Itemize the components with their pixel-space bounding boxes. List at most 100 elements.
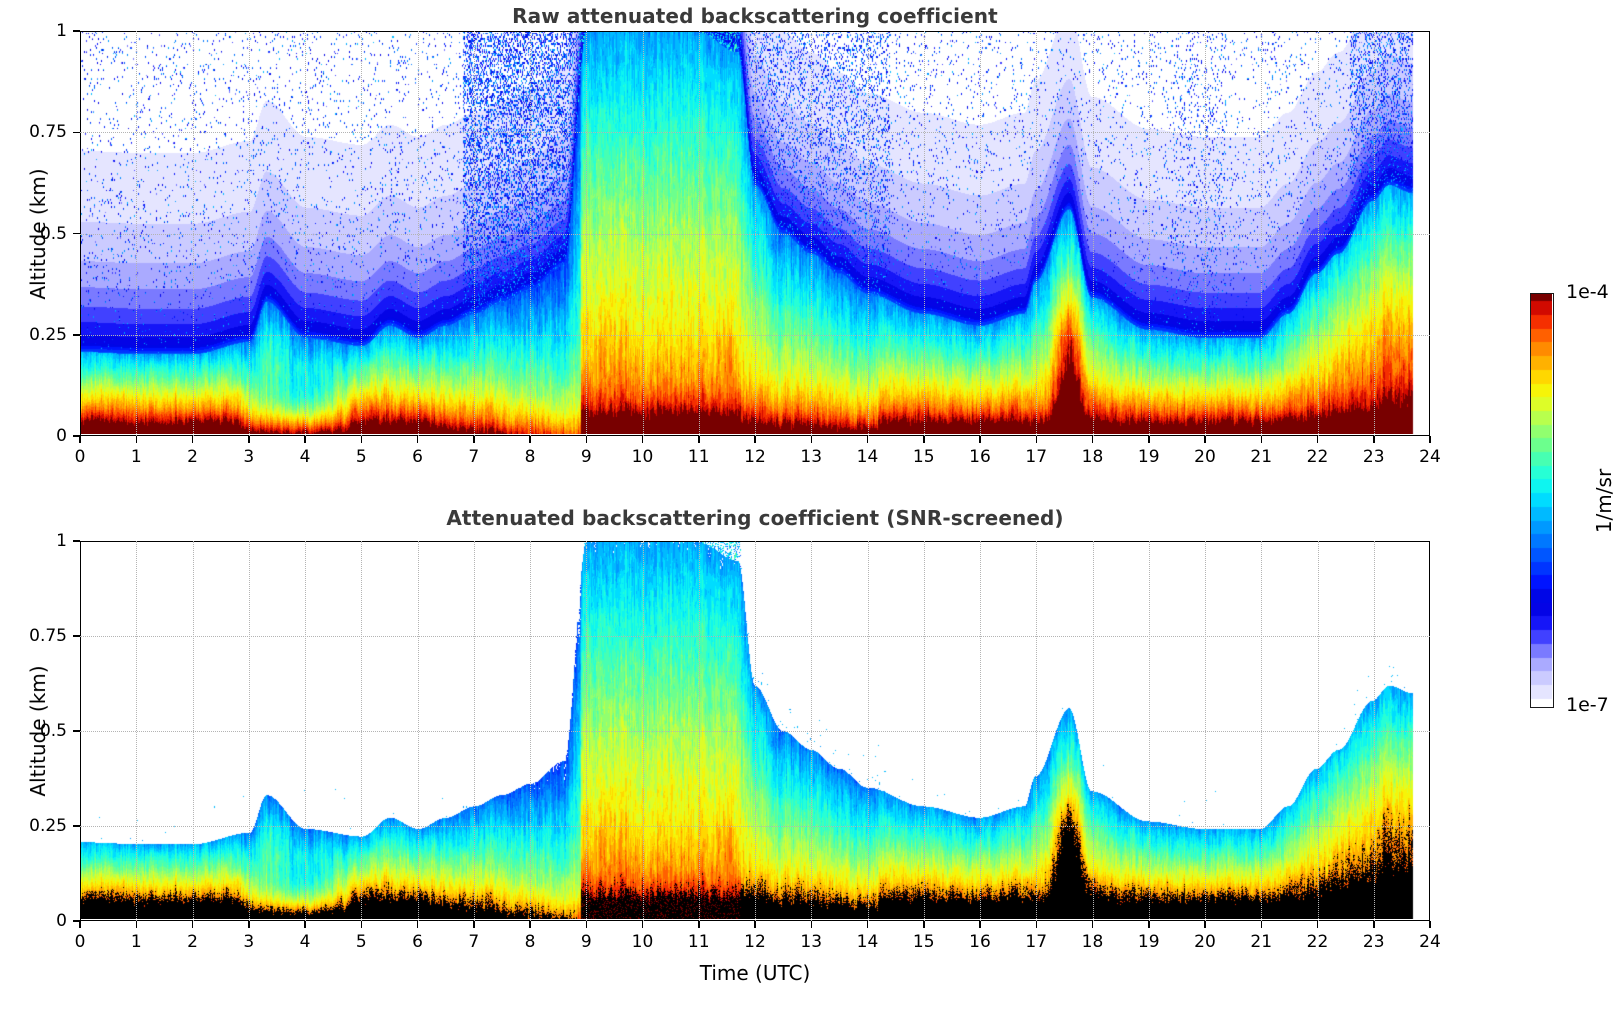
y-tick — [73, 540, 80, 542]
x-tick-label: 23 — [1362, 447, 1385, 467]
x-tick — [473, 436, 475, 443]
x-tick-label: 13 — [800, 447, 823, 467]
x-axis-label: Time (UTC) — [699, 961, 811, 985]
x-tick — [1035, 436, 1037, 443]
x-tick-label: 10 — [631, 447, 654, 467]
x-tick-label: 12 — [744, 932, 766, 952]
x-tick — [754, 921, 756, 928]
x-tick-label: 14 — [856, 447, 879, 467]
y-axis-label-screened: Altitude (km) — [26, 665, 50, 797]
x-tick — [1429, 436, 1431, 443]
y-tick — [73, 825, 80, 827]
x-tick — [529, 436, 531, 443]
x-tick-label: 24 — [1419, 447, 1441, 467]
panel-title-raw: Raw attenuated backscattering coefficien… — [512, 4, 998, 28]
y-tick-label: 0.75 — [29, 122, 67, 143]
colorbar-unit-label: 1/m/sr — [1592, 468, 1616, 533]
y-tick — [73, 730, 80, 732]
colorbar-max-label: 1e-4 — [1566, 281, 1609, 303]
y-tick-label: 0.5 — [39, 223, 67, 244]
x-tick-label: 5 — [355, 447, 367, 467]
x-tick-label: 2 — [187, 447, 198, 467]
x-tick — [1373, 436, 1375, 443]
y-tick-label: 1 — [56, 21, 67, 41]
x-tick — [979, 921, 981, 928]
x-tick — [866, 436, 869, 443]
x-tick-label: 22 — [1306, 932, 1329, 952]
x-tick — [923, 436, 925, 443]
x-tick — [1316, 921, 1319, 928]
x-tick — [1429, 921, 1431, 928]
x-tick — [1091, 436, 1094, 443]
x-tick-label: 15 — [912, 932, 935, 952]
x-tick — [135, 921, 137, 928]
colorbar[interactable] — [1530, 293, 1554, 708]
x-tick-label: 1 — [130, 447, 142, 467]
x-tick-label: 3 — [243, 932, 255, 952]
x-tick-label: 17 — [1025, 447, 1048, 467]
x-tick — [810, 921, 812, 928]
x-tick — [1204, 921, 1206, 928]
x-tick — [191, 921, 194, 928]
y-tick-label: 0.75 — [29, 626, 67, 646]
x-tick-label: 24 — [1419, 932, 1441, 952]
x-tick-label: 19 — [1137, 932, 1160, 952]
x-tick-label: 16 — [969, 447, 991, 467]
x-tick-label: 0 — [74, 932, 86, 952]
x-tick-label: 18 — [1081, 932, 1104, 952]
x-tick — [585, 921, 587, 928]
x-tick — [698, 436, 700, 443]
x-tick-label: 4 — [299, 932, 311, 952]
x-tick-label: 11 — [687, 932, 710, 952]
x-tick-label: 16 — [969, 932, 991, 952]
x-tick — [360, 921, 362, 928]
x-tick — [1148, 436, 1150, 443]
x-tick-label: 18 — [1081, 447, 1104, 467]
x-tick-label: 0 — [74, 447, 86, 467]
x-tick-label: 11 — [687, 447, 710, 467]
x-tick — [585, 436, 587, 443]
x-tick — [1204, 436, 1206, 443]
x-tick — [135, 436, 137, 443]
y-tick-label: 0 — [56, 911, 67, 931]
x-tick — [754, 436, 756, 443]
x-tick-label: 12 — [744, 447, 766, 467]
x-tick-label: 21 — [1250, 447, 1273, 467]
x-tick-label: 20 — [1194, 447, 1216, 467]
x-tick — [1091, 921, 1094, 928]
x-tick-label: 7 — [468, 932, 480, 952]
x-tick — [473, 921, 475, 928]
x-tick — [360, 436, 362, 443]
x-tick-label: 9 — [580, 932, 592, 952]
x-tick — [416, 436, 419, 443]
x-tick — [79, 436, 81, 443]
x-tick — [1260, 436, 1262, 443]
x-tick — [1316, 436, 1319, 443]
y-tick — [73, 435, 80, 437]
x-tick — [416, 921, 419, 928]
x-tick-label: 7 — [468, 447, 480, 467]
panel-title-screened: Attenuated backscattering coefficient (S… — [446, 506, 1064, 530]
y-tick-label: 0.25 — [29, 324, 67, 345]
x-tick — [810, 436, 812, 443]
x-tick-label: 5 — [355, 932, 367, 952]
y-tick — [73, 920, 80, 922]
x-tick — [248, 921, 250, 928]
x-tick — [923, 921, 925, 928]
y-tick — [73, 232, 80, 235]
x-tick-label: 3 — [243, 447, 255, 467]
x-tick — [529, 921, 531, 928]
x-tick-label: 15 — [912, 447, 935, 467]
heatmap-panel-raw[interactable] — [80, 31, 1430, 436]
y-tick — [73, 131, 80, 133]
x-tick-label: 6 — [412, 932, 423, 952]
y-tick — [73, 30, 80, 32]
heatmap-panel-screened[interactable] — [80, 541, 1430, 921]
x-tick — [979, 436, 981, 443]
x-tick-label: 17 — [1025, 932, 1048, 952]
x-tick-label: 19 — [1137, 447, 1160, 467]
x-tick — [641, 921, 644, 928]
x-tick — [641, 436, 644, 443]
x-tick-label: 23 — [1362, 932, 1385, 952]
